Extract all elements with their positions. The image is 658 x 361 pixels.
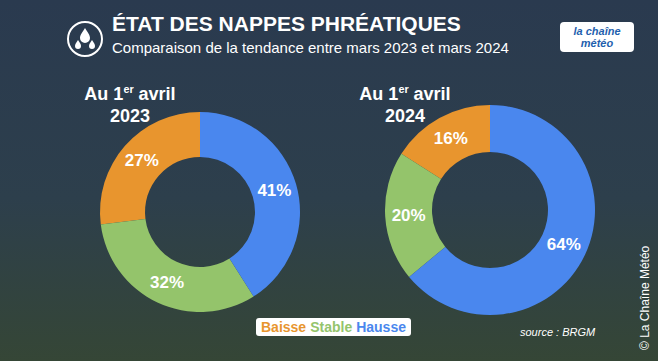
svg-text:20%: 20% <box>392 206 426 225</box>
svg-text:32%: 32% <box>150 273 184 292</box>
html-text:la chaîne météo: la chaîne météo <box>573 25 621 49</box>
svg-text:16%: 16% <box>434 129 468 148</box>
svg-text:64%: 64% <box>547 235 581 254</box>
html-text:Comparaison de la tendance ent: Comparaison de la tendance entre mars 20… <box>112 39 509 56</box>
svg-text:41%: 41% <box>257 181 291 200</box>
html-text:2024: 2024 <box>385 106 425 126</box>
html-text:© La Chaîne Météo: © La Chaîne Météo <box>638 245 652 350</box>
html-text:Au 1eravril: Au 1eravril <box>359 83 451 104</box>
html-text:Au 1eravril: Au 1eravril <box>84 83 176 104</box>
svg-text:27%: 27% <box>125 151 159 170</box>
html-text:source : BRGM: source : BRGM <box>520 326 596 338</box>
html-text:ÉTAT DES NAPPES PHRÉATIQUES: ÉTAT DES NAPPES PHRÉATIQUES <box>112 12 461 35</box>
html-text:Baisse Stable Hausse: Baisse Stable Hausse <box>261 319 406 335</box>
html-text:2023: 2023 <box>110 106 150 126</box>
